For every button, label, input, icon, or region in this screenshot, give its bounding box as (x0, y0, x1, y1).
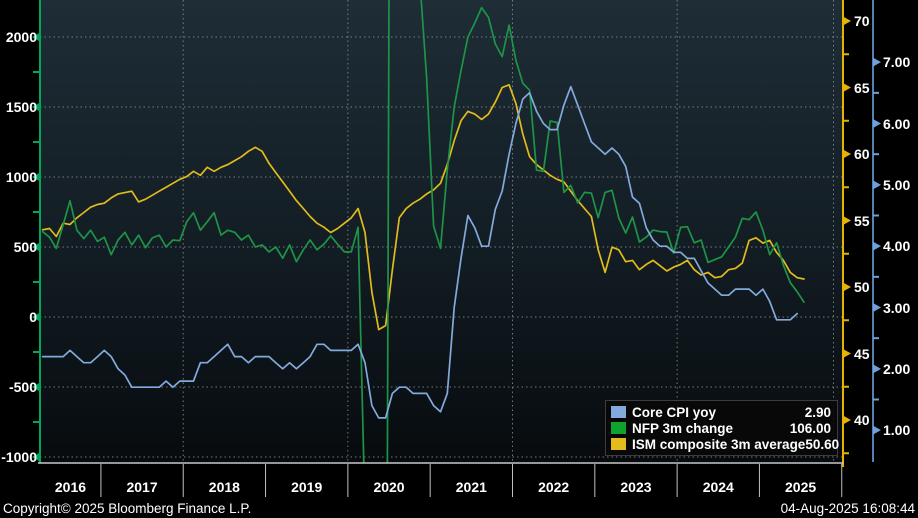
left-axis-tick-arrow-icon (32, 102, 40, 112)
left-axis-tick-label: -500 (8, 379, 37, 395)
x-axis-year-label-2018: 2018 (208, 479, 240, 495)
legend-label: Core CPI yoy (632, 404, 717, 420)
ism-axis-tick-label: 50 (854, 279, 870, 295)
left-axis-tick-arrow-icon (32, 172, 40, 182)
cpi-axis-tick-arrow-icon (873, 425, 881, 435)
left-axis-tick-arrow-icon (32, 382, 40, 392)
ism-axis-tick-arrow-icon (843, 149, 851, 159)
cpi-axis-tick-arrow-icon (873, 57, 881, 67)
cpi-axis-tick-arrow-icon (873, 303, 881, 312)
ism-axis-tick-arrow-icon (843, 349, 851, 358)
left-axis-tick-label: 2000 (5, 29, 37, 45)
ism-axis-tick-label: 60 (854, 146, 870, 162)
legend-swatch-icon (611, 438, 626, 450)
cpi-axis-tick-label: 4.00 (883, 238, 911, 255)
cpi-axis-tick-label: 6.00 (883, 115, 911, 132)
ism-axis-tick-arrow-icon (843, 83, 851, 92)
left-axis-tick-label: 0 (29, 309, 37, 325)
ism-axis-tick-label: 70 (854, 13, 870, 29)
left-axis-tick-arrow-icon (32, 312, 40, 322)
legend-swatch-icon (611, 422, 626, 434)
cpi-axis-tick-label: 1.00 (883, 422, 911, 439)
x-axis-year-label-2022: 2022 (538, 479, 570, 495)
x-axis-year-label-2025: 2025 (785, 479, 817, 495)
timestamp-text: 04-Aug-2025 16:08:44 (780, 501, 915, 516)
ism-axis-tick-arrow-icon (843, 16, 851, 26)
cpi-axis-tick-arrow-icon (873, 180, 881, 190)
cpi-axis-tick-arrow-icon (873, 119, 881, 129)
legend-value: 50.60 (805, 436, 840, 452)
left-axis-tick-arrow-icon (32, 32, 40, 42)
legend-item-ism-composite-3m-average[interactable]: ISM composite 3m average 50.60 (611, 436, 839, 452)
left-axis-tick-label: 1500 (5, 99, 37, 115)
legend-swatch-icon (611, 406, 626, 418)
legend-label: NFP 3m change (632, 420, 734, 436)
x-axis-year-label-2020: 2020 (373, 479, 405, 495)
x-axis-year-label-2023: 2023 (620, 479, 652, 495)
x-axis-year-label-2024: 2024 (702, 479, 734, 495)
ism-axis-tick-label: 40 (854, 412, 870, 428)
legend-item-core-cpi-yoy[interactable]: Core CPI yoy 2.90 (611, 404, 831, 420)
legend-item-nfp-3m-change[interactable]: NFP 3m change 106.00 (611, 420, 831, 436)
left-axis-tick-label: -1000 (1, 449, 37, 465)
x-axis-year-label-2017: 2017 (126, 479, 158, 495)
ism-axis-tick-label: 65 (854, 79, 870, 96)
series-line-nfp-3m-change (41, 0, 805, 463)
legend-value: 106.00 (789, 420, 831, 436)
cpi-axis-tick-label: 7.00 (883, 54, 911, 71)
cpi-axis-tick-arrow-icon (873, 364, 881, 374)
legend-value: 2.90 (804, 404, 831, 420)
copyright-text: Copyright© 2025 Bloomberg Finance L.P. (3, 501, 252, 516)
cpi-axis-tick-label: 5.00 (883, 176, 911, 193)
cpi-axis-tick-label: 3.00 (883, 299, 911, 316)
chart-legend: Core CPI yoy 2.90 NFP 3m change 106.00 ISM c… (605, 400, 839, 456)
ism-axis-tick-label: 55 (854, 212, 870, 229)
series-line-core-cpi-yoy (41, 85, 799, 419)
ism-axis-tick-arrow-icon (843, 282, 851, 292)
cpi-axis-tick-label: 2.00 (883, 360, 911, 377)
left-axis-tick-arrow-icon (32, 242, 40, 252)
left-axis-tick-label: 500 (13, 239, 37, 255)
x-axis-year-label-2021: 2021 (455, 479, 487, 495)
legend-label: ISM composite 3m average (632, 436, 806, 452)
ism-axis-tick-arrow-icon (843, 415, 851, 425)
series-line-ism-composite-3m-average (41, 83, 805, 331)
cpi-axis-tick-arrow-icon (873, 241, 881, 251)
x-axis-year-label-2016: 2016 (54, 479, 87, 495)
left-axis-tick-label: 1000 (5, 169, 37, 185)
x-axis-year-label-2019: 2019 (291, 479, 323, 495)
left-axis-tick-arrow-icon (32, 452, 40, 462)
ism-axis-tick-arrow-icon (843, 216, 851, 225)
ism-axis-tick-label: 45 (854, 345, 870, 362)
